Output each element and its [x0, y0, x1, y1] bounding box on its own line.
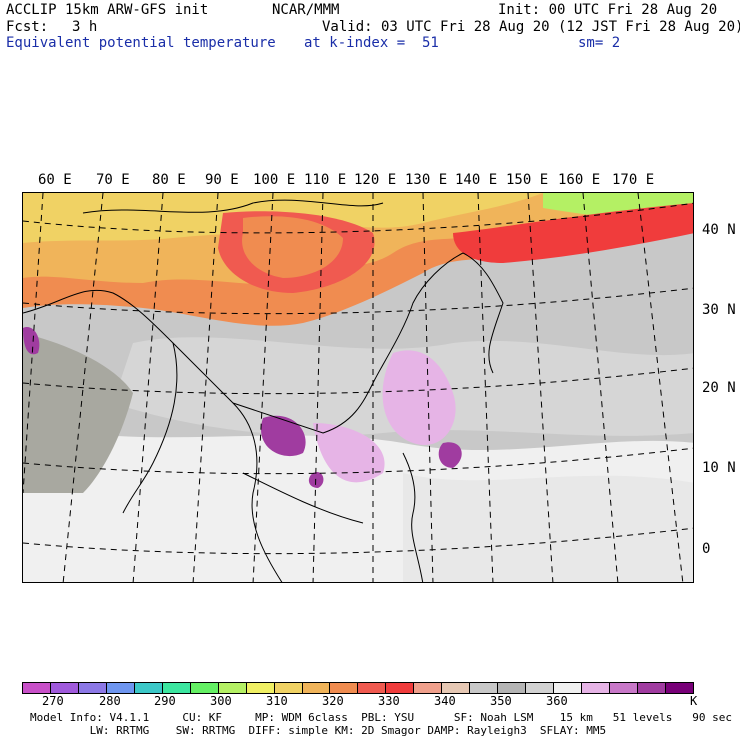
colorbar-swatch — [498, 683, 527, 693]
init-time: Init: 00 UTC Fri 28 Aug 20 — [498, 2, 718, 18]
field-name: Equivalent potential temperature — [6, 35, 276, 51]
colorbar-label: 340 — [434, 694, 456, 708]
colorbar-swatch — [274, 683, 303, 693]
red-band-east — [453, 203, 693, 263]
purple-region-sea — [382, 350, 456, 445]
colorbar-swatch — [554, 683, 583, 693]
lon-label: 110 E — [304, 172, 347, 188]
colorbar-swatch — [442, 683, 471, 693]
coastlines — [23, 199, 504, 582]
colorbar-label: 330 — [378, 694, 400, 708]
colorbar-swatch — [358, 683, 387, 693]
colorbar-swatch — [134, 683, 163, 693]
purple-region-pacific — [438, 442, 462, 468]
map-canvas — [23, 193, 693, 582]
lon-label: 160 E — [558, 172, 601, 188]
lat-label: 20 N — [702, 380, 736, 396]
lon-label: 60 E — [38, 172, 72, 188]
purple-region-laos — [261, 415, 306, 457]
orange-core-mongolia — [242, 216, 343, 278]
colorbar-swatch — [218, 683, 247, 693]
graticule — [23, 193, 693, 582]
smoothing-info: sm= 2 — [578, 35, 621, 51]
colorbar-swatch — [526, 683, 555, 693]
colorbar-swatch — [50, 683, 79, 693]
colorbar-label: 290 — [154, 694, 176, 708]
lat-label: 30 N — [702, 302, 736, 318]
lat-label: 10 N — [702, 460, 736, 476]
lon-label: 120 E — [354, 172, 397, 188]
colorbar-swatch — [386, 683, 415, 693]
colorbar-label: 310 — [266, 694, 288, 708]
lon-label: 140 E — [455, 172, 498, 188]
land-tone-region — [23, 333, 133, 493]
organization: NCAR/MMM — [272, 2, 340, 18]
level-info: at k-index = 51 — [304, 35, 439, 51]
lon-label: 90 E — [205, 172, 239, 188]
colorbar-unit: K — [690, 694, 698, 708]
colorbar-label: 320 — [322, 694, 344, 708]
colorbar-swatch — [414, 683, 443, 693]
colorbar-label: 270 — [42, 694, 64, 708]
lon-label: 100 E — [253, 172, 296, 188]
colorbar-swatch — [610, 683, 638, 693]
colorbar-label: 350 — [490, 694, 512, 708]
colorbar-swatch — [330, 683, 359, 693]
forecast-value: 3 h — [72, 19, 98, 35]
colorbar-swatch — [582, 683, 611, 693]
lon-label: 150 E — [506, 172, 549, 188]
colorbar-swatch — [23, 683, 51, 693]
forecast-label: Fcst: — [6, 19, 49, 35]
model-info-line1: Model Info: V4.1.1 CU: KF MP: WDM 6class… — [30, 711, 732, 724]
lon-label: 70 E — [96, 172, 130, 188]
lat-label: 0 — [702, 541, 711, 557]
colorbar-swatch — [637, 683, 666, 693]
colorbar-swatch — [246, 683, 275, 693]
purple-region-vietnam — [313, 423, 385, 483]
colorbar-label: 300 — [210, 694, 232, 708]
model-info-line2: LW: RRTMG SW: RRTMG DIFF: simple KM: 2D … — [30, 724, 607, 737]
map-panel — [22, 192, 694, 583]
model-title: ACCLIP 15km ARW-GFS init — [6, 2, 209, 18]
lon-label: 80 E — [152, 172, 186, 188]
colorbar-swatch — [302, 683, 331, 693]
lon-label: 170 E — [612, 172, 655, 188]
colorbar-swatch — [106, 683, 135, 693]
colorbar — [22, 682, 694, 694]
lon-label: 130 E — [405, 172, 448, 188]
lat-label: 40 N — [702, 222, 736, 238]
colorbar-swatch — [470, 683, 499, 693]
colorbar-swatch — [78, 683, 107, 693]
light-gray-region — [403, 473, 693, 582]
purple-region-arabia — [23, 327, 40, 355]
valid-time: Valid: 03 UTC Fri 28 Aug 20 (12 JST Fri … — [322, 19, 740, 35]
colorbar-label: 280 — [99, 694, 121, 708]
colorbar-swatch — [665, 683, 693, 693]
colorbar-swatch — [190, 683, 219, 693]
colorbar-swatch — [162, 683, 191, 693]
colorbar-label: 360 — [546, 694, 568, 708]
